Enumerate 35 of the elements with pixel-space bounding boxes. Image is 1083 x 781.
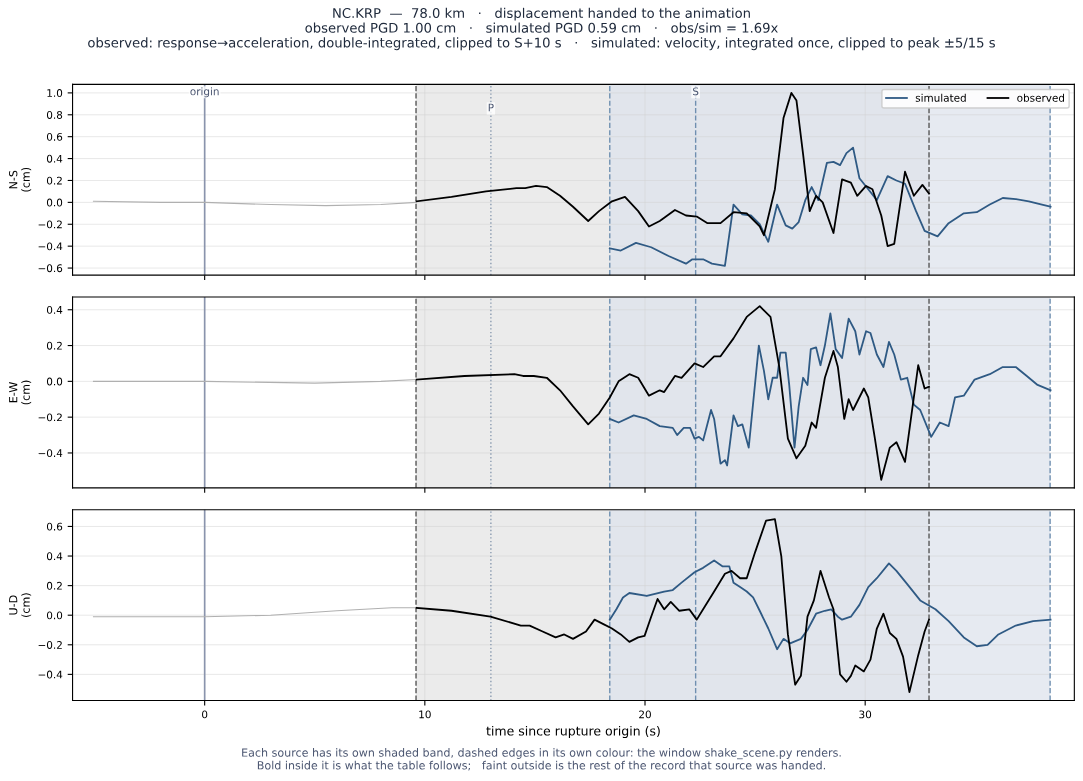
y-tick-label: 0.4 (46, 154, 63, 163)
x-tick-label: 10 (419, 710, 431, 719)
y-tick-label: 0.2 (46, 581, 62, 590)
y-tick-label: −0.4 (38, 670, 63, 679)
x-tick-label: 0 (202, 710, 208, 719)
legend-label: simulated (915, 93, 966, 102)
text: Each source has its own shaded band, dashed edges in its own colour: the window shake_scene.py renders. Bold inside it is what the table follows; faint outside is the rest of the record that source was handed. (242, 748, 841, 771)
y-tick-label: 0.0 (46, 377, 63, 386)
y-tick-label: 1.0 (47, 89, 63, 97)
chart-title: NC.KRP — 78.0 km · displacement handed to the animation observed PGD 1.00 cm · simulated PGD 0.59 cm · obs/sim = 1.69x observed: response→acceleration, double-integrated, clipped to S+10 s · simulated: velocity, integrated once, clipped to peak ±5/15 s (88, 7, 995, 51)
ref-line-label: P (488, 103, 494, 112)
y-axis-title: N-S (cm) (8, 167, 32, 192)
y-tick-label: 0.2 (46, 341, 62, 350)
y-tick-label: 0.6 (46, 132, 63, 141)
x-tick-label: 20 (639, 710, 651, 719)
x-tick-label: 30 (859, 710, 872, 719)
y-tick-label: 0.0 (46, 611, 63, 620)
ref-line-label: origin (190, 87, 219, 98)
x-axis-title: time since rupture origin (s) (486, 725, 660, 739)
y-tick-label: 0.0 (46, 198, 63, 207)
y-tick-label: 0.8 (46, 111, 63, 119)
y-tick-label: −0.2 (38, 413, 62, 422)
y-tick-label: 0.6 (46, 522, 63, 531)
y-axis-title: U-D (cm) (9, 593, 32, 617)
y-tick-label: 0.2 (46, 176, 62, 185)
y-axis-title: E-W (cm) (9, 380, 32, 405)
y-tick-label: −0.2 (38, 641, 62, 649)
ref-line-label: S (693, 87, 699, 96)
y-tick-label: −0.4 (38, 449, 63, 458)
y-tick-label: −0.4 (38, 242, 63, 251)
y-tick-label: −0.6 (38, 264, 63, 273)
y-tick-label: 0.4 (46, 552, 63, 561)
y-tick-label: 0.4 (46, 305, 63, 314)
legend-label: observed (1017, 93, 1065, 102)
y-tick-label: −0.2 (38, 220, 62, 229)
